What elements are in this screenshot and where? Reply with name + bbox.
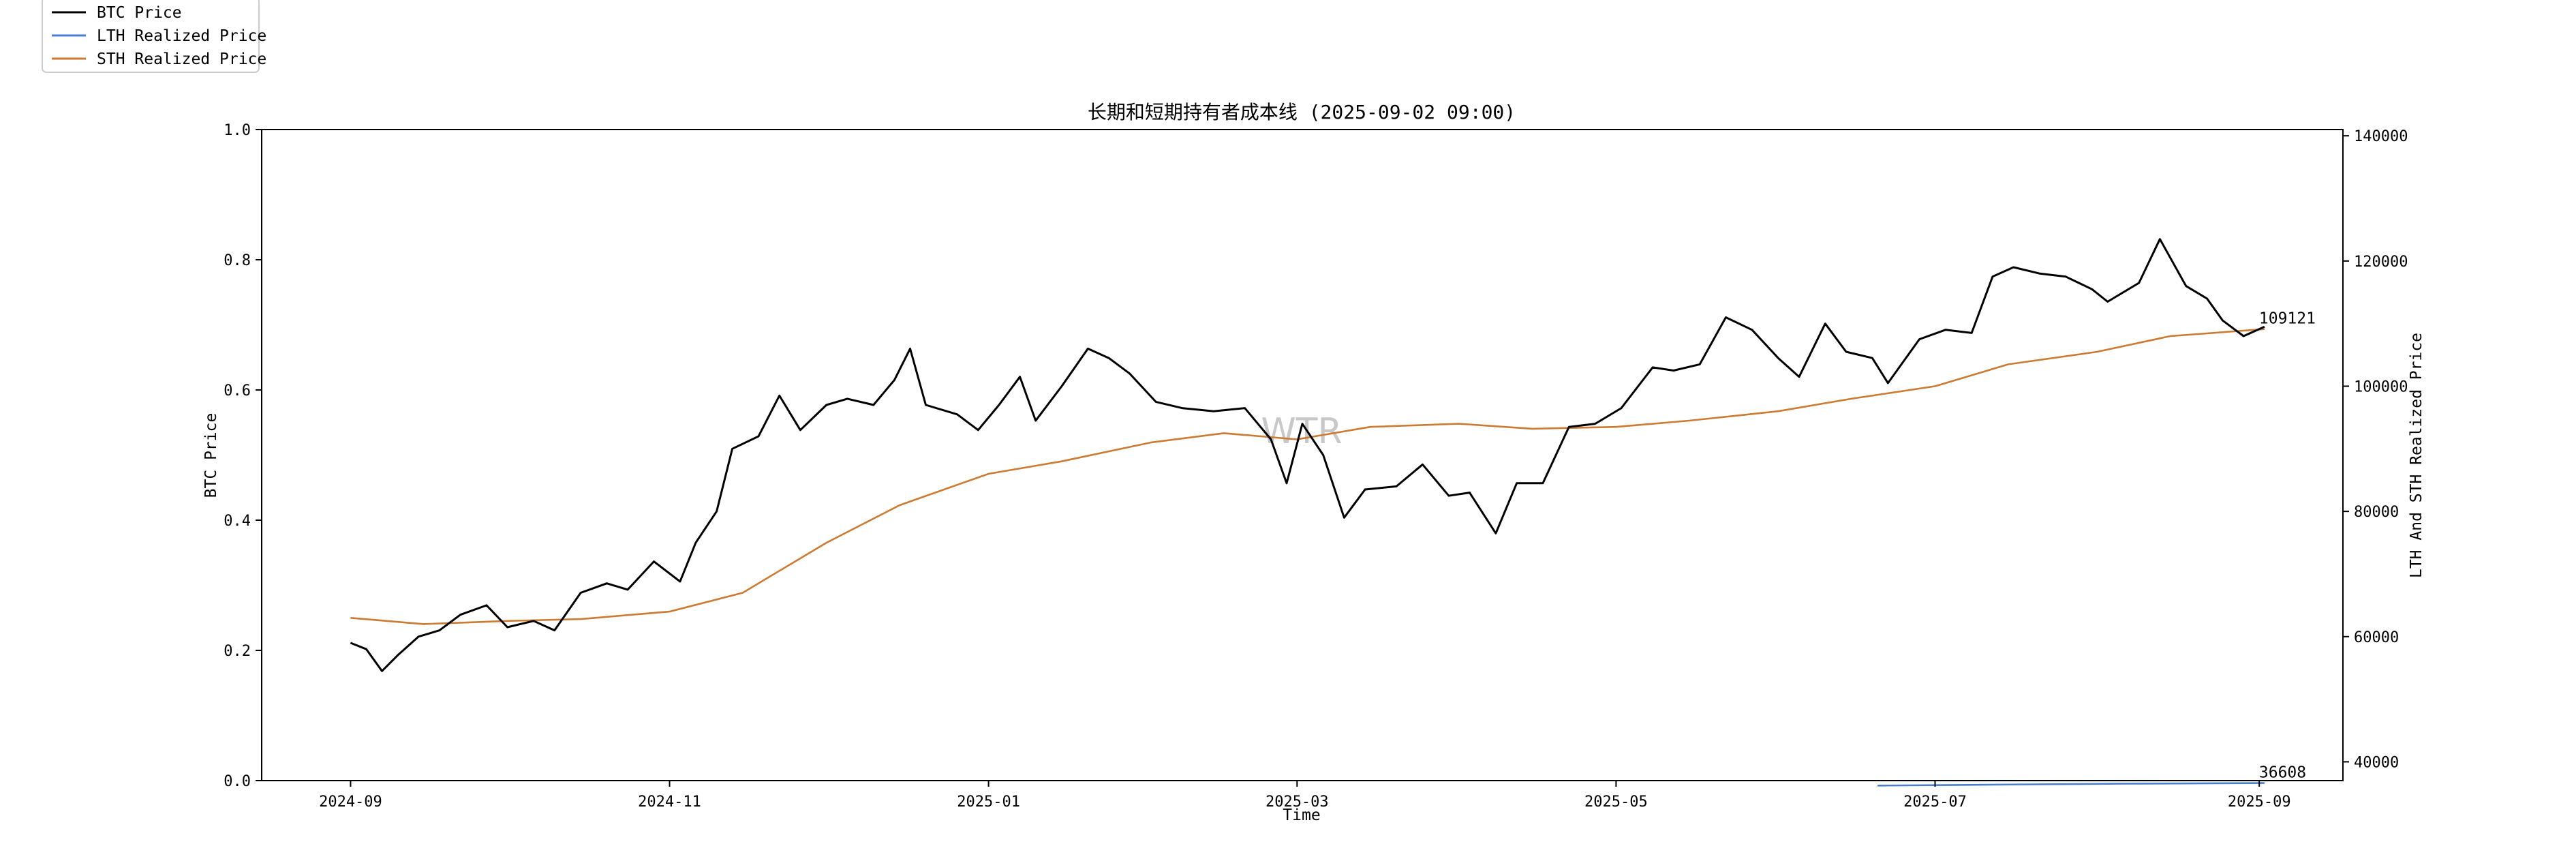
watermark: WTR [1261,411,1342,452]
x-tick-label: 2025-09 [2228,794,2291,811]
x-tick-label: 2024-09 [319,794,382,811]
left-y-axis: 0.0 0.2 0.4 0.6 0.8 1.0 [224,122,262,790]
series-layer [350,238,2265,787]
left-y-tick-label: 0.4 [224,513,251,530]
annotations: 109121 36608 [2259,310,2316,782]
sth-realized-price-line [350,328,2265,625]
left-y-tick-label: 1.0 [224,122,251,139]
plot-frame [261,129,2344,781]
left-y-axis-label: BTC Price [202,413,220,498]
right-y-tick-label: 40000 [2354,754,2399,771]
annotation-label: 109121 [2259,310,2316,328]
annotation-label: 36608 [2259,764,2306,782]
left-y-tick-label: 0.0 [224,773,251,790]
x-tick-label: 2025-07 [1903,794,1967,811]
left-y-tick-label: 0.2 [224,643,251,660]
right-y-tick-label: 100000 [2354,378,2408,395]
right-y-tick-label: 120000 [2354,254,2408,271]
x-axis-label: Time [1283,807,1320,824]
legend-label: LTH Realized Price [97,27,266,45]
btc-price-line [350,238,2265,672]
legend-label: BTC Price [97,4,182,22]
x-tick-label: 2025-05 [1584,794,1648,811]
right-y-axis: 40000 60000 80000 100000 120000 140000 [2343,128,2408,771]
right-y-axis-label: LTH And STH Realized Price [2408,333,2425,578]
right-y-tick-label: 80000 [2354,504,2399,521]
x-axis: 2024-09 2024-11 2025-01 2025-03 2025-05 2025-… [319,781,2291,811]
x-tick-label: 2024-11 [638,794,701,811]
x-tick-label: 2025-01 [957,794,1020,811]
x-tick-label: 2025-03 [1266,794,1329,811]
chart-title: 长期和短期持有者成本线 (2025-09-02 09:00) [1088,101,1516,123]
legend-box [42,0,260,73]
legend-label: STH Realized Price [97,50,266,68]
left-y-tick-label: 0.6 [224,382,251,400]
right-y-tick-label: 140000 [2354,128,2408,145]
left-y-tick-label: 0.8 [224,252,251,269]
legend: BTC Price LTH Realized Price STH Realized … [42,0,266,73]
lth-realized-price-line [1877,782,2265,787]
right-y-tick-label: 60000 [2354,629,2399,646]
